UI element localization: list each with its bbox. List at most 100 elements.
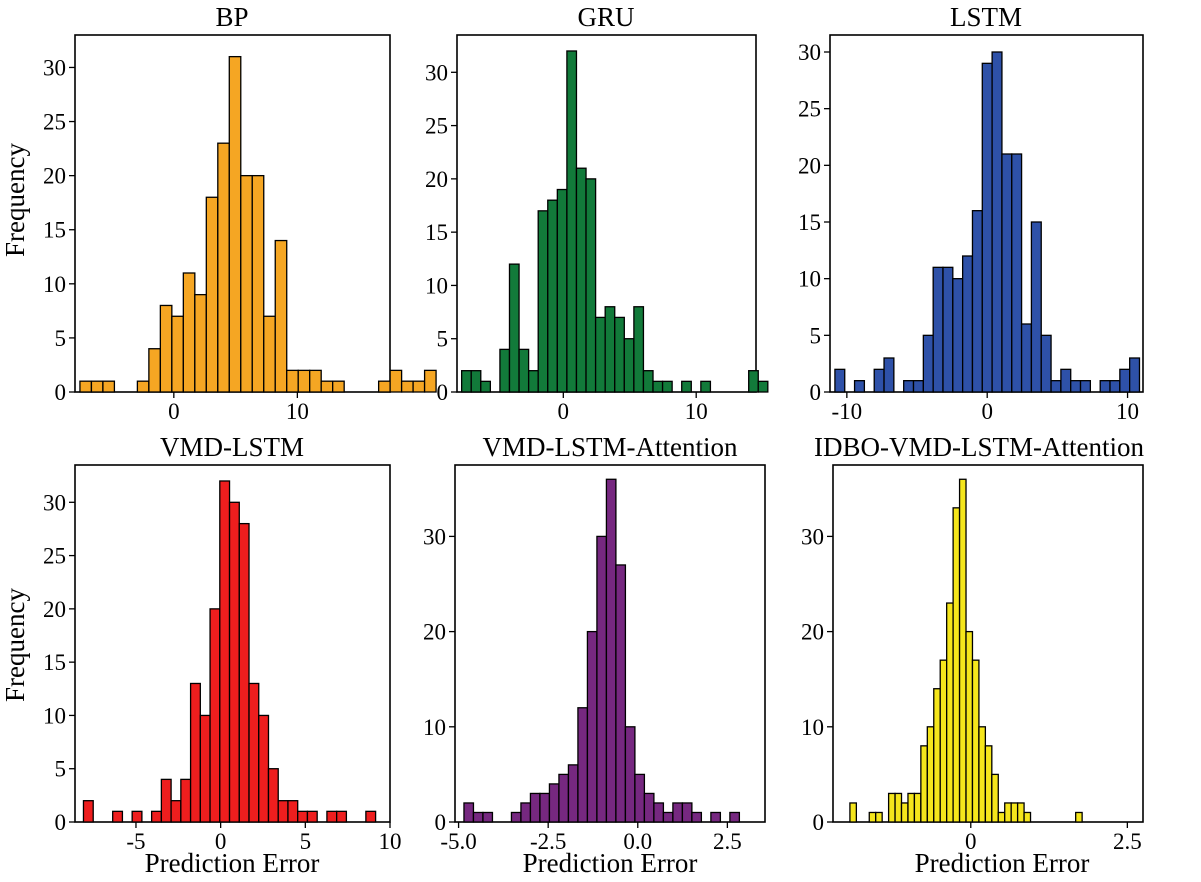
histogram-bar [1109,380,1121,393]
histogram-bar [922,334,934,393]
chart-title: LSTM [950,2,1022,32]
panel-idbo-vmd-lstm-attention: IDBO-VMD-LSTM-Attention Prediction Error… [801,432,1144,878]
bars [79,55,437,393]
x-tick-label: -10 [832,399,863,424]
x-tick-label: 0.0 [623,829,652,854]
histogram-bar [1016,802,1025,823]
histogram-bar [853,380,866,393]
histogram-bar [623,338,635,393]
histogram-bar [1001,153,1013,393]
bars [461,50,769,393]
bars [82,480,377,823]
y-ticks: 0 10 20 30 [801,524,833,835]
histogram-bar [463,802,475,823]
y-tick-label: 15 [425,220,448,245]
y-tick-label: 30 [423,524,446,549]
histogram-bar [958,478,967,823]
histogram-bar [219,480,231,823]
histogram-bar [389,369,403,393]
histogram-bar [150,810,163,823]
y-tick-label: 15 [43,650,66,675]
x-ticks: 0 10 [558,392,708,424]
x-tick-label: 0 [168,399,180,424]
histogram-bar [171,315,184,393]
y-tick-label: 25 [43,110,66,135]
y-tick-label: 10 [43,272,66,297]
histogram-bar [652,380,664,393]
histogram-bar [939,659,948,823]
histogram-bar [205,196,219,393]
histogram-bar [932,266,944,393]
histogram-bar [1004,802,1012,823]
histogram-bar [274,239,288,393]
histogram-bar [729,811,741,823]
histogram-bar [248,682,260,823]
histogram-bar [251,174,265,393]
x-tick-label: 0 [215,829,227,854]
histogram-bar [82,800,94,823]
y-tick-label: 20 [43,597,66,622]
panel-gru: GRU 0 10 0 5 10 15 20 25 30 [425,2,769,424]
histogram-bar [604,306,616,393]
histogram-bar [946,602,954,823]
histogram-bar [585,178,597,393]
histogram-bar [710,811,722,823]
histogram-bar [634,773,646,823]
histogram-bar [633,306,645,393]
y-tick-label: 15 [798,210,821,235]
y-tick-label: 0 [813,810,825,835]
histogram-bar [991,51,1003,393]
histogram-bar [672,802,684,823]
y-tick-label: 10 [423,715,446,740]
histogram-bar [470,370,482,393]
histogram-bar [952,278,964,393]
histogram-bar [978,726,987,823]
histogram-bar [520,802,532,823]
histogram-bar [984,745,993,823]
x-tick-label: -5 [126,829,145,854]
x-ticks: 0 2.5 [965,822,1142,854]
histogram-bar [691,811,703,823]
y-tick-label: 30 [798,40,821,65]
chart-title: BP [215,2,248,32]
histogram-bar [586,630,598,823]
histogram-bar [900,802,909,823]
histogram-bar [136,380,150,393]
x-axis-label: Prediction Error [523,848,698,878]
histogram-bar [238,522,250,823]
histogram-bar [423,369,437,393]
histogram-bar [90,380,104,393]
histogram-bar [614,316,625,393]
y-tick-label: 10 [798,267,821,292]
histogram-bar [529,792,541,823]
histogram-bar [594,316,606,393]
histogram-bar [263,315,276,393]
y-tick-label: 30 [801,524,824,549]
histogram-bar [508,263,520,393]
x-axis-label: Prediction Error [915,848,1090,878]
histogram-bar [700,380,712,393]
histogram-bar [1079,380,1092,393]
y-tick-label: 25 [43,544,66,569]
y-tick-label: 5 [437,327,449,352]
y-axis-label: Frequency [0,143,30,257]
histogram-bar [537,210,549,393]
histogram-bar [112,810,124,823]
histogram-bar [297,810,309,823]
histogram-bar [217,142,230,393]
histogram-bar [1129,357,1141,393]
histogram-bar [1040,334,1052,393]
histogram-bar [912,380,924,393]
y-tick-label: 10 [43,703,66,728]
bars [463,478,741,823]
x-tick-label: 10 [1116,399,1139,424]
chart-title: IDBO-VMD-LSTM-Attention [814,432,1144,462]
histogram-bar [240,174,253,393]
histogram-bar [907,792,916,823]
x-ticks: -10 0 10 [832,392,1139,424]
histogram-bar [748,370,759,393]
y-tick-label: 10 [801,715,824,740]
y-tick-label: 15 [43,218,66,243]
histogram-bar [482,811,494,823]
histogram-bar [267,768,279,823]
